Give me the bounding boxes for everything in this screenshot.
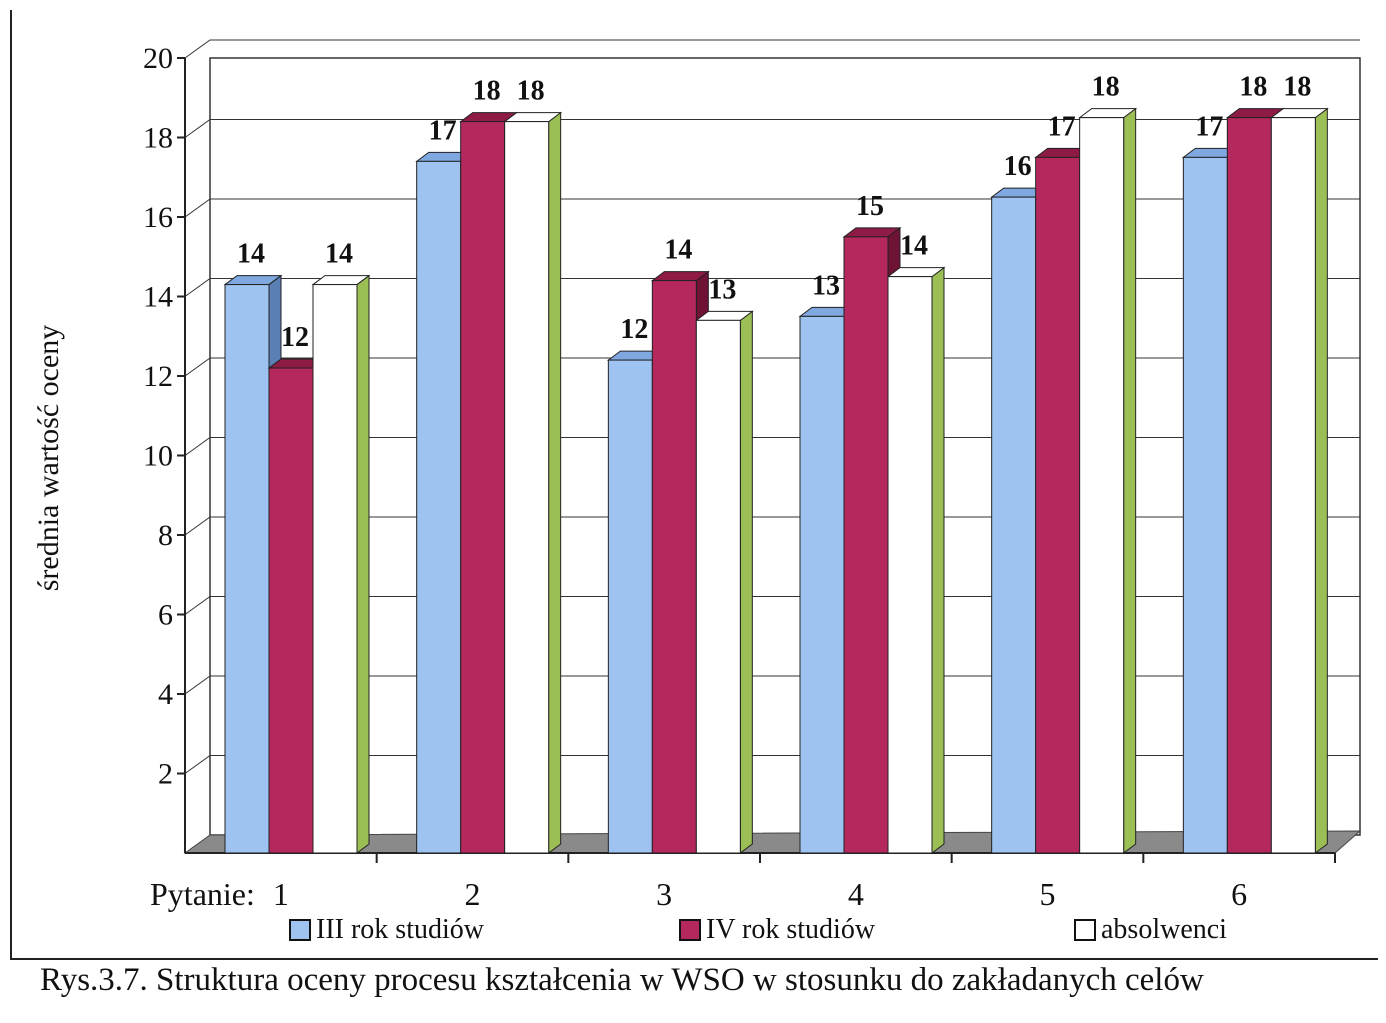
data-label: 17 <box>429 115 457 146</box>
bar-side <box>1314 107 1328 854</box>
data-label: 15 <box>856 191 884 222</box>
data-label: 12 <box>620 314 648 345</box>
y-tick-label: 4 <box>158 678 173 711</box>
x-tick-label: 1 <box>273 876 289 912</box>
data-label: 18 <box>473 76 501 107</box>
bar-side <box>931 266 945 854</box>
bar <box>312 284 358 854</box>
bar <box>991 196 1037 854</box>
gridline <box>184 198 1360 218</box>
x-tick-label: 2 <box>465 876 481 912</box>
gridline <box>184 675 1360 695</box>
legend-swatch <box>1074 919 1096 941</box>
y-tick-label: 2 <box>158 758 173 791</box>
figure-frame <box>10 10 1378 960</box>
y-axis-label: średnia wartość oceny <box>32 325 65 592</box>
data-label: 16 <box>1004 151 1032 182</box>
legend: III rok studiów IV rok studiów absolwenci <box>289 914 1227 945</box>
bar <box>1270 117 1316 854</box>
legend-swatch <box>679 919 701 941</box>
data-label: 14 <box>900 231 928 262</box>
gridline <box>184 437 1360 456</box>
bar-side <box>1123 107 1137 854</box>
x-tick-label: 3 <box>656 876 672 912</box>
y-tick-label: 16 <box>143 201 173 234</box>
x-tick-label: 5 <box>1040 876 1056 912</box>
gridline <box>184 119 1360 138</box>
data-label: 14 <box>237 239 265 270</box>
bar <box>843 236 889 854</box>
legend-label: absolwenci <box>1101 914 1227 945</box>
gridlines <box>184 39 1360 774</box>
data-label: 13 <box>812 270 840 301</box>
gridline <box>184 516 1360 536</box>
y-tick-label: 20 <box>143 42 173 75</box>
bar <box>1182 156 1228 854</box>
y-tick-label: 6 <box>158 599 173 632</box>
bars <box>223 107 1329 854</box>
gridline <box>184 755 1360 774</box>
bar <box>1079 117 1125 854</box>
data-label: 14 <box>325 239 353 270</box>
bar-side <box>356 274 370 854</box>
gridline <box>184 596 1360 615</box>
y-tick-label: 14 <box>143 281 173 314</box>
bar <box>224 284 270 854</box>
bar-side <box>739 310 753 854</box>
bar <box>1226 117 1272 854</box>
x-tick-label: 4 <box>848 876 864 912</box>
legend-swatch <box>289 919 311 941</box>
gridline <box>184 39 1360 59</box>
bar <box>887 276 933 854</box>
data-label: 17 <box>1195 111 1223 142</box>
y-tick-label: 10 <box>143 440 173 473</box>
bar <box>607 359 653 854</box>
data-label: 12 <box>281 322 309 353</box>
data-label: 14 <box>664 235 692 266</box>
data-label: 18 <box>1283 72 1311 103</box>
bar <box>268 367 314 854</box>
bar <box>504 121 550 854</box>
data-labels: 14 12 14 17 18 18 12 14 13 13 15 14 16 17 18 17 18 18 <box>237 72 1311 353</box>
bar <box>416 160 462 854</box>
x-axis-label: Pytanie: <box>150 876 255 912</box>
legend-label: III rok studiów <box>316 914 485 945</box>
y-tick-label: 12 <box>143 360 173 393</box>
y-tick-label: 18 <box>143 122 173 155</box>
bar <box>799 315 845 854</box>
y-tick-label: 8 <box>158 519 173 552</box>
data-label: 18 <box>517 76 545 107</box>
bar <box>460 121 506 854</box>
gridline <box>184 357 1360 377</box>
bar <box>1035 156 1081 854</box>
x-tick-label: 6 <box>1231 876 1247 912</box>
figure-caption: Rys.3.7. Struktura oceny procesu kształc… <box>40 962 1204 998</box>
bar <box>695 319 741 854</box>
legend-label: IV rok studiów <box>706 914 876 945</box>
bar-side <box>548 111 562 854</box>
data-label: 18 <box>1239 72 1267 103</box>
data-label: 17 <box>1048 111 1076 142</box>
data-label: 18 <box>1092 72 1120 103</box>
bar <box>651 280 697 854</box>
gridline <box>184 278 1360 297</box>
data-label: 13 <box>708 274 736 305</box>
